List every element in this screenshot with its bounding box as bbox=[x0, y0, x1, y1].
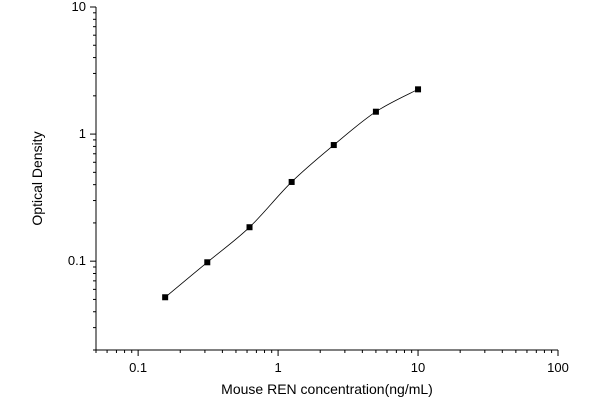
data-point bbox=[330, 142, 337, 149]
data-point bbox=[162, 294, 169, 301]
data-point bbox=[246, 224, 253, 231]
x-tick-label: 100 bbox=[547, 360, 569, 375]
y-axis-title: Optical Density bbox=[29, 131, 45, 225]
fit-curve bbox=[164, 88, 419, 298]
ticks bbox=[90, 6, 559, 356]
x-tick-label: 10 bbox=[411, 360, 425, 375]
data-point bbox=[372, 108, 379, 115]
y-tick-label: 1 bbox=[79, 126, 86, 141]
x-tick-label: 1 bbox=[274, 360, 281, 375]
y-tick-label: 10 bbox=[72, 0, 86, 14]
tick-labels: 0.1 1 10 100 0.1 1 10 bbox=[68, 0, 569, 375]
x-axis-title: Mouse REN concentration(ng/mL) bbox=[221, 381, 433, 397]
x-tick-label: 0.1 bbox=[129, 360, 147, 375]
data-point bbox=[204, 259, 211, 266]
data-point bbox=[415, 86, 422, 93]
axes bbox=[95, 7, 558, 351]
data-point bbox=[288, 178, 295, 185]
y-tick-label: 0.1 bbox=[68, 253, 86, 268]
data-points bbox=[162, 86, 422, 301]
